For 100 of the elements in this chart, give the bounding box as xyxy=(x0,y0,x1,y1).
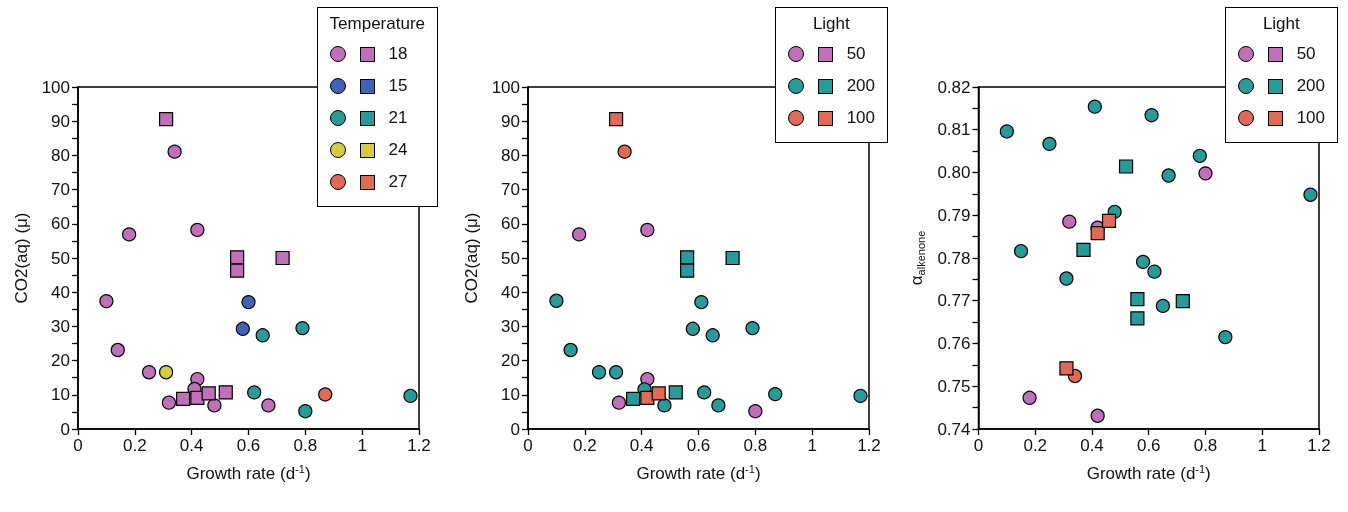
point xyxy=(705,328,720,343)
y-tick-label: 0.77 xyxy=(937,291,971,311)
point xyxy=(1087,99,1102,114)
point xyxy=(1059,271,1074,286)
point xyxy=(230,263,245,278)
x-tick-label: 1.2 xyxy=(407,436,431,455)
y-tick-label: 80 xyxy=(51,145,70,165)
point xyxy=(697,385,712,400)
point xyxy=(1090,408,1105,423)
x-tick-label: 1 xyxy=(357,436,367,455)
point xyxy=(122,227,137,242)
y-tick-label: 20 xyxy=(51,351,70,371)
point xyxy=(1155,298,1171,313)
point xyxy=(235,321,250,336)
x-tick-label: 0.6 xyxy=(236,436,261,455)
y-tick-label: 0.75 xyxy=(937,376,971,396)
y-tick-label: 40 xyxy=(51,282,70,302)
x-tick-label: 0.6 xyxy=(1136,436,1161,455)
point xyxy=(1218,329,1233,345)
point xyxy=(161,395,177,410)
point xyxy=(218,385,233,400)
point xyxy=(572,227,587,242)
point xyxy=(99,294,114,309)
y-tick-label: 0.79 xyxy=(937,205,971,225)
point xyxy=(1059,361,1074,376)
legend-label: 200 xyxy=(846,76,875,96)
legend-title: Temperature xyxy=(329,14,425,34)
point xyxy=(1042,136,1057,151)
point xyxy=(748,404,763,419)
point xyxy=(201,386,216,401)
point xyxy=(403,388,418,403)
y-tick-label: 0.82 xyxy=(937,77,971,97)
point xyxy=(1090,226,1105,241)
point xyxy=(711,398,726,413)
x-tick-label: 0.8 xyxy=(1193,436,1218,455)
legend-label: 27 xyxy=(388,172,408,192)
point xyxy=(617,144,632,159)
x-tick-label: 0.4 xyxy=(179,436,204,455)
point xyxy=(1076,242,1091,257)
legend-label: 100 xyxy=(846,108,875,128)
y-tick-label: 80 xyxy=(501,145,520,165)
point xyxy=(608,112,624,127)
y-axis-title: CO2(aq) (μ) xyxy=(12,212,31,304)
point xyxy=(1101,213,1117,228)
y-tick-label: 0.78 xyxy=(937,248,971,268)
legend-label: 15 xyxy=(388,76,408,96)
point xyxy=(611,395,627,410)
x-tick-label: 0.8 xyxy=(293,436,318,455)
point xyxy=(110,342,125,358)
point xyxy=(725,250,740,266)
point xyxy=(230,250,245,265)
point xyxy=(640,222,655,238)
y-axis-title: CO2(aq) (μ) xyxy=(462,212,481,304)
y-tick-label: 10 xyxy=(501,385,520,405)
legend-title: Light xyxy=(811,14,851,34)
point xyxy=(1144,108,1159,123)
y-tick-label: 30 xyxy=(501,316,520,336)
y-tick-label: 0 xyxy=(60,419,70,439)
y-tick-label: 100 xyxy=(491,77,520,97)
x-tick-label: 1 xyxy=(807,436,817,455)
y-tick-label: 60 xyxy=(51,214,70,234)
legend-label: 18 xyxy=(388,44,408,64)
point xyxy=(1135,254,1151,269)
y-tick-label: 90 xyxy=(51,111,70,131)
point xyxy=(190,222,205,238)
y-tick-label: 20 xyxy=(501,351,520,371)
point xyxy=(176,391,191,406)
point xyxy=(1175,294,1190,309)
point xyxy=(1303,187,1318,202)
x-tick-label: 0.2 xyxy=(1023,436,1048,455)
x-tick-label: 0.2 xyxy=(123,436,147,455)
point xyxy=(1118,159,1134,174)
point xyxy=(141,365,157,380)
point xyxy=(207,398,222,413)
point xyxy=(255,328,270,343)
point xyxy=(1192,148,1207,163)
point xyxy=(1161,168,1176,183)
point xyxy=(626,391,641,406)
point xyxy=(668,385,683,400)
y-axis-title: αalkenone xyxy=(907,230,927,286)
y-tick-label: 60 xyxy=(501,214,520,234)
point xyxy=(680,263,695,278)
x-tick-label: 0.6 xyxy=(686,436,711,455)
point xyxy=(1022,390,1037,405)
y-tick-label: 0 xyxy=(510,419,520,439)
x-tick-label: 0 xyxy=(523,436,533,455)
point xyxy=(158,112,174,127)
point xyxy=(549,293,564,308)
x-tick-label: 0 xyxy=(73,436,83,455)
point xyxy=(591,365,607,380)
legend-label: 200 xyxy=(1296,76,1325,96)
point xyxy=(685,321,700,336)
point xyxy=(999,124,1014,139)
point xyxy=(298,404,313,419)
point xyxy=(1147,264,1162,279)
point xyxy=(295,321,310,336)
legend-label: 50 xyxy=(846,44,866,64)
point xyxy=(275,250,290,266)
legend-label: 50 xyxy=(1296,44,1316,64)
point xyxy=(241,295,256,310)
